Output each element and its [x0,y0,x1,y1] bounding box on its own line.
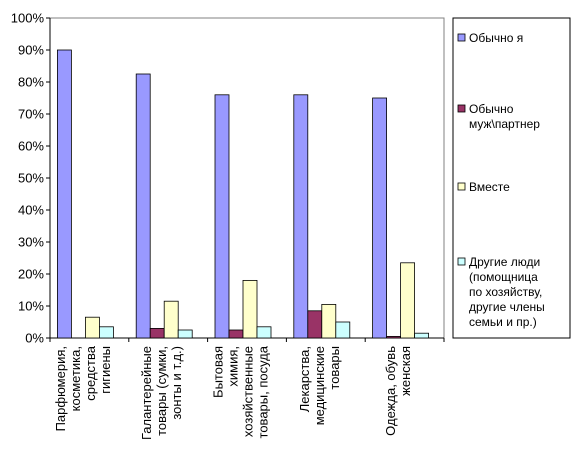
bar [214,94,230,339]
legend-swatch [457,182,466,191]
category-label: Лекарства, медицинские товары [297,346,342,425]
category-label-line: женская [398,346,413,396]
bar [321,303,337,339]
legend-label: Обычно [469,102,514,116]
bar [414,332,430,339]
category-label-line: хозяйственные [241,346,256,437]
y-tick-label: 50% [18,171,44,186]
category-label-line: средства [83,345,98,400]
category-label-line: товары, посуда [256,345,271,438]
bar [57,49,72,339]
y-tick-label: 70% [18,107,44,122]
category-label-line: Одежда, обувь [383,346,398,436]
category-label-line: гигиены [98,346,113,394]
legend-label: (помощница [469,270,538,284]
bar [400,262,416,339]
y-tick-label: 20% [18,267,44,282]
category-label-line: медицинские [312,346,327,425]
bar [386,335,402,339]
category-label-line: косметика, [68,346,83,411]
bar [85,316,100,339]
category-label: Галантерейные товары (сумки, зонты и т.д.) [139,346,184,440]
bar [228,329,244,339]
category-label: Одежда, обувь женская [383,346,413,436]
bar [99,326,114,339]
bar [372,97,388,339]
category-label-line: зонты и т.д.) [169,346,184,420]
legend-label: Вместе [469,180,510,194]
bar [242,279,258,339]
category-label-line: химия, [226,346,241,387]
y-tick-label: 100% [11,11,45,26]
bar [256,326,272,339]
y-tick-label: 10% [18,299,44,314]
legend-swatch [457,257,466,266]
legend-label: по хозяйству, [469,285,542,299]
legend-label: другие члены [469,300,545,314]
category-label: Парфюмерия, косметика, средства гигиены [53,345,113,431]
category-labels: Парфюмерия, косметика, средства гигиены Гала… [53,345,413,440]
y-tick-label: 0% [25,331,44,346]
y-tick-label: 60% [18,139,44,154]
category-label-line: Лекарства, [297,346,312,412]
legend-label: семьи и пр.) [469,315,537,329]
bar [177,329,193,339]
category-label-line: Бытовая [211,346,226,398]
category-label-line: Галантерейные [139,346,154,440]
y-tick-label: 40% [18,203,44,218]
y-tick-label: 80% [18,75,44,90]
category-label-line: Парфюмерия, [53,346,68,431]
y-tick-label: 90% [18,43,44,58]
legend-swatch [457,33,466,42]
legend-label: Другие люди [469,255,540,269]
bar [135,73,151,339]
legend-label: Обычно я [469,31,523,45]
category-label: Бытовая химия, хозяйственные товары, посуда [211,345,271,438]
bar [335,321,351,339]
category-label-line: товары [327,346,342,390]
category-label-line: товары (сумки, [154,346,169,436]
bars [57,49,430,339]
bar [307,310,323,339]
legend-box [452,17,571,339]
y-tick-label: 30% [18,235,44,250]
bar [293,94,309,339]
bar [163,300,179,339]
y-tick-labels: 0% 10% 20% 30% 40% 50% 60% 70% 80% 90% 100% [11,11,50,346]
bar [149,327,165,339]
legend-swatch [457,104,466,113]
legend-label: муж\партнер [469,117,540,131]
